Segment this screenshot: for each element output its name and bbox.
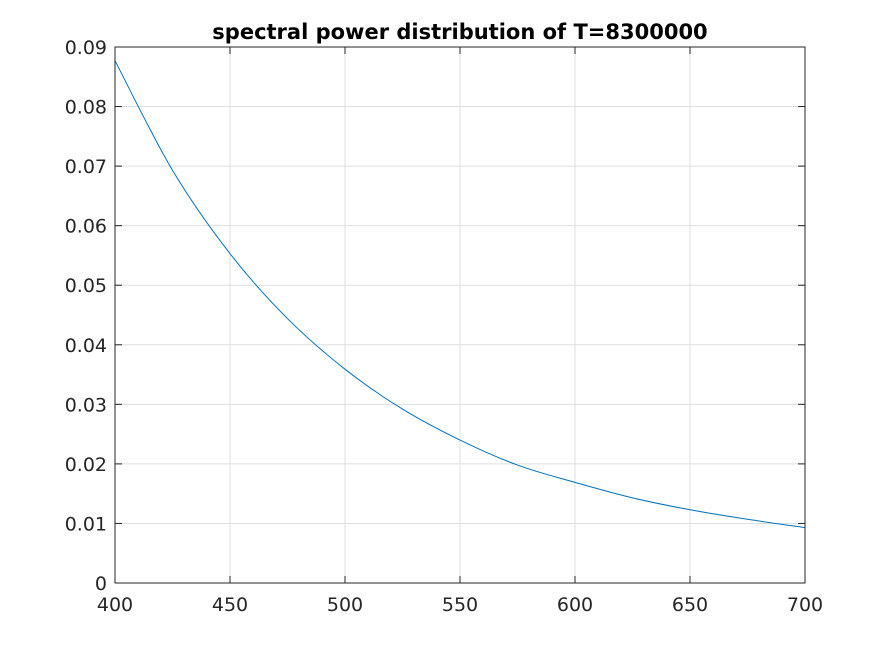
y-tick-label: 0 <box>95 573 107 595</box>
x-tick-labels: 400 450 500 550 600 650 700 <box>97 594 823 616</box>
y-tick-label: 0.08 <box>65 97 107 119</box>
y-tick-label: 0.09 <box>65 37 107 59</box>
x-tick-label: 450 <box>212 594 248 616</box>
series-line <box>114 60 806 529</box>
x-tick-label: 500 <box>327 594 363 616</box>
y-tick-labels: 0 0.01 0.02 0.03 0.04 0.05 0.06 0.07 0.08 0.09 <box>65 37 107 595</box>
y-tick-label: 0.03 <box>65 394 107 416</box>
x-tick-label: 550 <box>442 594 478 616</box>
x-tick-label: 400 <box>97 594 133 616</box>
y-tick-label: 0.06 <box>65 216 107 238</box>
x-tick-label: 600 <box>557 594 593 616</box>
x-tick-label: 700 <box>787 594 823 616</box>
series-layer <box>114 60 806 529</box>
tick-marks <box>114 46 806 584</box>
y-tick-label: 0.07 <box>65 156 107 178</box>
x-tick-label: 650 <box>672 594 708 616</box>
y-tick-label: 0.05 <box>65 275 107 297</box>
chart-title: spectral power distribution of T=8300000 <box>212 20 707 44</box>
y-tick-label: 0.01 <box>65 513 107 535</box>
y-tick-label: 0.04 <box>65 335 107 357</box>
grid <box>114 46 806 584</box>
y-tick-label: 0.02 <box>65 454 107 476</box>
